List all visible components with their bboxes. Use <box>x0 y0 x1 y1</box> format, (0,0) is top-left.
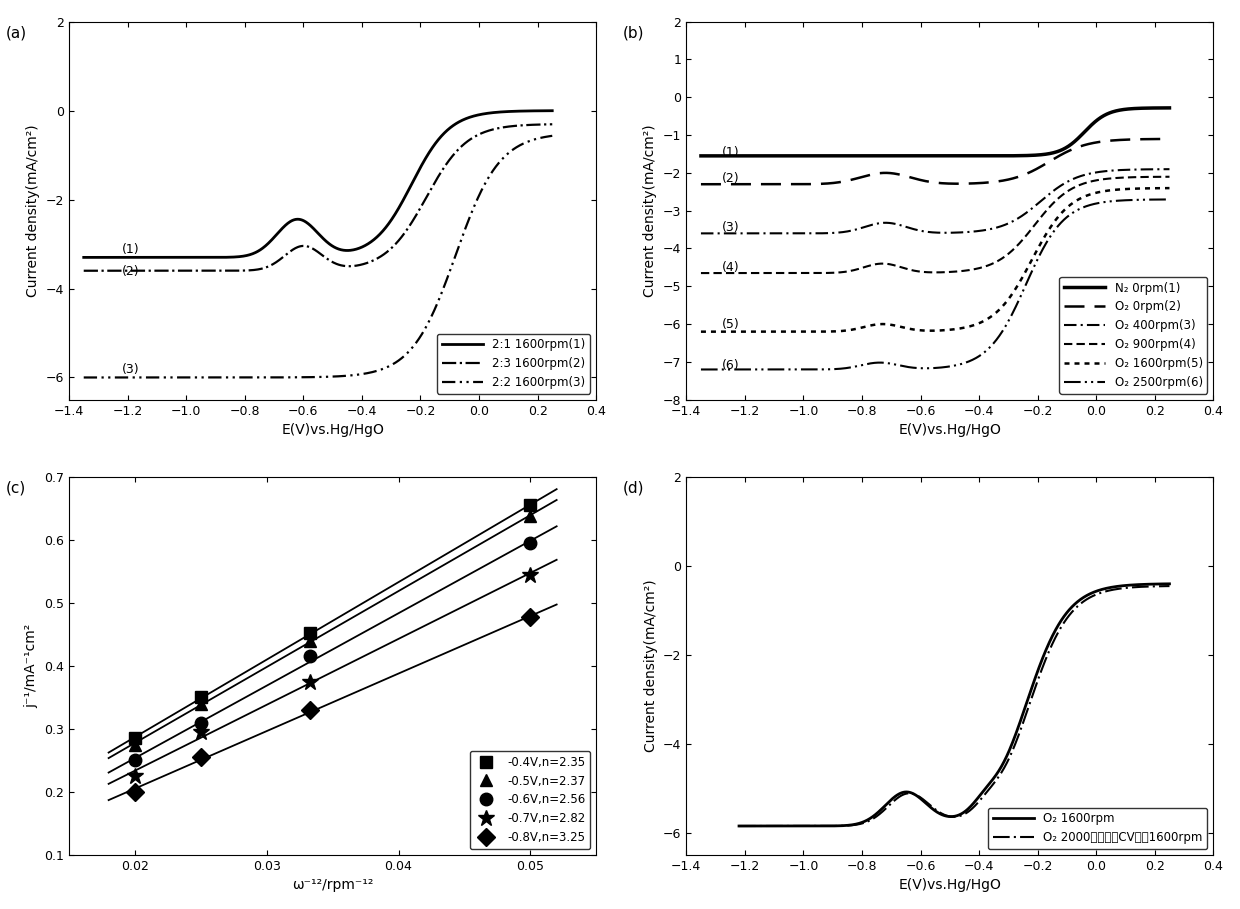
X-axis label: E(V)vs.Hg/HgO: E(V)vs.Hg/HgO <box>281 423 384 437</box>
Text: (d): (d) <box>622 481 645 495</box>
Text: (4): (4) <box>722 261 739 275</box>
Text: (6): (6) <box>722 359 739 373</box>
Legend: N₂ 0rpm(1), O₂ 0rpm(2), O₂ 400rpm(3), O₂ 900rpm(4), O₂ 1600rpm(5), O₂ 2500rpm(6): N₂ 0rpm(1), O₂ 0rpm(2), O₂ 400rpm(3), O₂… <box>1059 277 1208 394</box>
Text: (2): (2) <box>722 173 739 185</box>
Legend: -0.4V,n=2.35, -0.5V,n=2.37, -0.6V,n=2.56, -0.7V,n=2.82, -0.8V,n=3.25: -0.4V,n=2.35, -0.5V,n=2.37, -0.6V,n=2.56… <box>470 751 590 849</box>
Y-axis label: j⁻¹/mA⁻¹cm²: j⁻¹/mA⁻¹cm² <box>25 624 38 708</box>
X-axis label: E(V)vs.Hg/HgO: E(V)vs.Hg/HgO <box>899 423 1001 437</box>
Text: (1): (1) <box>122 243 139 256</box>
Legend: 2:1 1600rpm(1), 2:3 1600rpm(2), 2:2 1600rpm(3): 2:1 1600rpm(1), 2:3 1600rpm(2), 2:2 1600… <box>436 334 590 394</box>
X-axis label: E(V)vs.Hg/HgO: E(V)vs.Hg/HgO <box>899 878 1001 893</box>
Legend: O₂ 1600rpm, O₂ 2000圈循环循CV以剀1600rpm: O₂ 1600rpm, O₂ 2000圈循环循CV以剀1600rpm <box>988 808 1208 849</box>
X-axis label: ω⁻¹²/rpm⁻¹²: ω⁻¹²/rpm⁻¹² <box>291 878 373 893</box>
Text: (2): (2) <box>122 265 139 278</box>
Text: (c): (c) <box>6 481 26 495</box>
Y-axis label: Current density(mA/cm²): Current density(mA/cm²) <box>644 125 657 297</box>
Y-axis label: Current density(mA/cm²): Current density(mA/cm²) <box>26 125 40 297</box>
Text: (5): (5) <box>722 318 739 331</box>
Text: (a): (a) <box>6 25 27 40</box>
Text: (b): (b) <box>622 25 645 40</box>
Text: (3): (3) <box>122 363 139 376</box>
Text: (3): (3) <box>722 222 739 235</box>
Y-axis label: Current density(mA/cm²): Current density(mA/cm²) <box>644 580 657 753</box>
Text: (1): (1) <box>722 145 739 159</box>
